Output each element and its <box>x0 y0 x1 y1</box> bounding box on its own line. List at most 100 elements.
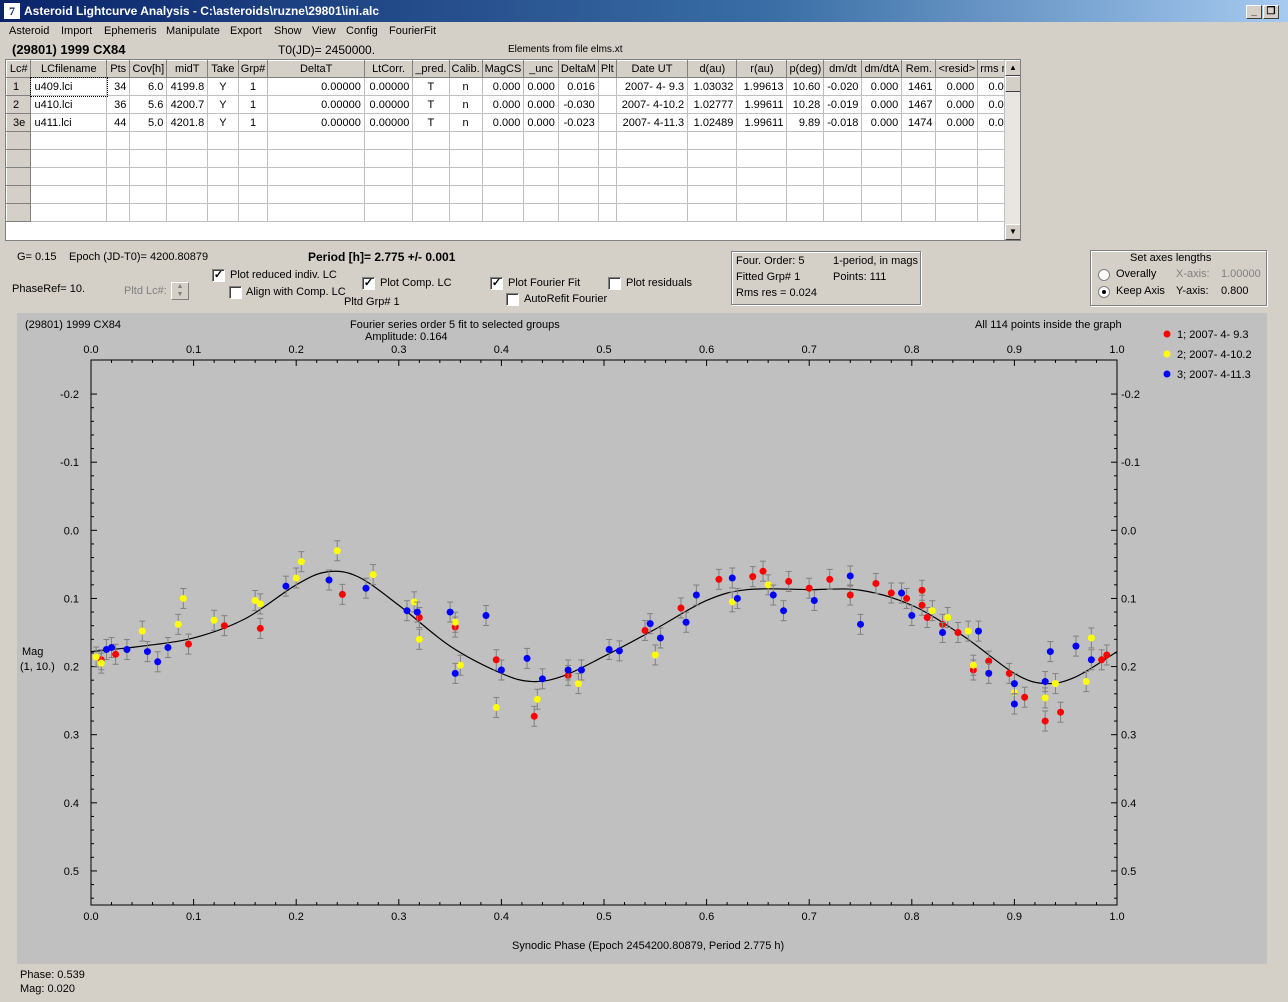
table-cell[interactable] <box>129 167 168 186</box>
table-cell[interactable] <box>238 149 269 168</box>
table-cell[interactable]: 44 <box>106 113 131 132</box>
table-row-empty[interactable] <box>6 203 1020 222</box>
table-cell[interactable] <box>823 203 863 222</box>
xaxis-value[interactable]: 1.00000 <box>1221 268 1261 280</box>
table-cell[interactable]: 0.000 <box>482 113 525 132</box>
table-cell[interactable]: u409.lci <box>29 76 108 97</box>
table-cell[interactable]: Y <box>207 95 239 114</box>
table-cell[interactable] <box>736 149 788 168</box>
menu-ephemeris[interactable]: Ephemeris <box>104 25 157 37</box>
table-cell[interactable] <box>861 185 903 204</box>
table-cell[interactable]: 10.60 <box>786 77 825 96</box>
table-cell[interactable] <box>129 203 168 222</box>
table-cell[interactable] <box>267 149 365 168</box>
table-cell[interactable]: -0.030 <box>558 95 599 114</box>
table-cell[interactable] <box>823 131 863 150</box>
table-cell[interactable]: 1474 <box>901 113 937 132</box>
table-cell[interactable]: 5.6 <box>129 95 168 114</box>
table-cell[interactable]: 0.00000 <box>364 77 414 96</box>
table-cell[interactable] <box>364 185 414 204</box>
table-cell[interactable] <box>449 185 483 204</box>
grid-column-header[interactable]: Cov[h] <box>129 60 168 78</box>
table-cell[interactable]: 0.000 <box>861 95 903 114</box>
table-cell[interactable] <box>364 149 414 168</box>
grid-column-header[interactable]: DeltaT <box>267 60 365 78</box>
grid-column-header[interactable]: dm/dt <box>823 60 863 78</box>
table-cell[interactable] <box>935 149 979 168</box>
table-cell[interactable] <box>736 185 788 204</box>
table-cell[interactable]: T <box>412 95 450 114</box>
table-cell[interactable] <box>523 149 559 168</box>
table-cell[interactable] <box>935 203 979 222</box>
table-cell[interactable]: Y <box>207 113 239 132</box>
table-cell[interactable] <box>482 149 525 168</box>
table-cell[interactable]: 1 <box>238 113 269 132</box>
table-cell[interactable] <box>267 185 365 204</box>
table-cell[interactable] <box>786 131 825 150</box>
table-cell[interactable] <box>30 203 108 222</box>
table-cell[interactable] <box>129 185 168 204</box>
table-cell[interactable] <box>687 203 738 222</box>
table-cell[interactable]: 0.000 <box>523 95 559 114</box>
table-cell[interactable] <box>861 167 903 186</box>
table-cell[interactable] <box>129 149 168 168</box>
table-cell[interactable]: 1.02489 <box>687 113 738 132</box>
table-cell[interactable] <box>30 149 108 168</box>
row-header[interactable]: 3e <box>6 113 32 132</box>
row-header[interactable] <box>6 203 32 222</box>
table-cell[interactable]: 2007- 4- 9.3 <box>616 77 689 96</box>
table-cell[interactable]: 1.99611 <box>736 113 788 132</box>
table-cell[interactable]: 0.00000 <box>267 113 365 132</box>
table-cell[interactable] <box>166 131 209 150</box>
table-cell[interactable] <box>238 167 269 186</box>
menu-asteroid[interactable]: Asteroid <box>9 25 50 37</box>
menu-export[interactable]: Export <box>230 25 262 37</box>
table-cell[interactable]: 4199.8 <box>166 77 209 96</box>
menu-import[interactable]: Import <box>61 25 93 37</box>
grid-column-header[interactable]: p(deg) <box>786 60 825 78</box>
table-cell[interactable]: 9.89 <box>786 113 825 132</box>
grid-column-header[interactable]: midT <box>166 60 209 78</box>
table-cell[interactable]: 0.000 <box>935 113 979 132</box>
grid-column-header[interactable]: Lc# <box>6 60 32 78</box>
table-cell[interactable]: 0.00000 <box>267 95 365 114</box>
table-cell[interactable]: 0.00000 <box>267 77 365 96</box>
table-cell[interactable] <box>823 167 863 186</box>
table-cell[interactable]: 0.000 <box>482 77 525 96</box>
table-cell[interactable] <box>166 185 209 204</box>
table-cell[interactable]: 5.0 <box>129 113 168 132</box>
table-cell[interactable] <box>687 149 738 168</box>
table-cell[interactable]: 34 <box>106 77 131 96</box>
align-checkbox[interactable] <box>229 286 242 299</box>
lightcurve-plot-panel[interactable]: (29801) 1999 CX84 Fourier series order 5… <box>17 313 1267 964</box>
table-cell[interactable] <box>786 203 825 222</box>
table-cell[interactable] <box>207 167 239 186</box>
table-row-empty[interactable] <box>6 131 1020 150</box>
menu-show[interactable]: Show <box>274 25 302 37</box>
row-header[interactable]: 2 <box>6 95 32 114</box>
table-cell[interactable] <box>558 167 599 186</box>
table-cell[interactable] <box>412 203 450 222</box>
yaxis-value[interactable]: 0.800 <box>1221 285 1249 297</box>
row-header[interactable] <box>6 131 32 150</box>
table-cell[interactable] <box>901 203 937 222</box>
grid-column-header[interactable]: Rem. <box>901 60 937 78</box>
table-cell[interactable]: 0.000 <box>935 77 979 96</box>
table-cell[interactable]: -0.018 <box>823 113 863 132</box>
grid-column-header[interactable]: MagCS <box>481 60 525 78</box>
minimize-button[interactable]: _ <box>1246 5 1262 19</box>
table-cell[interactable] <box>598 149 617 168</box>
table-cell[interactable]: 0.00000 <box>364 95 414 114</box>
plot-residuals-checkbox[interactable] <box>608 277 621 290</box>
grid-column-header[interactable]: r(au) <box>736 60 788 78</box>
table-cell[interactable] <box>482 203 525 222</box>
table-cell[interactable]: 0.000 <box>523 113 559 132</box>
table-cell[interactable] <box>935 167 979 186</box>
table-cell[interactable]: 1.99611 <box>736 95 788 114</box>
scroll-thumb[interactable] <box>1005 76 1020 92</box>
table-cell[interactable] <box>166 149 209 168</box>
table-cell[interactable]: 4200.7 <box>166 95 209 114</box>
table-cell[interactable]: T <box>412 113 450 132</box>
menu-view[interactable]: View <box>312 25 336 37</box>
